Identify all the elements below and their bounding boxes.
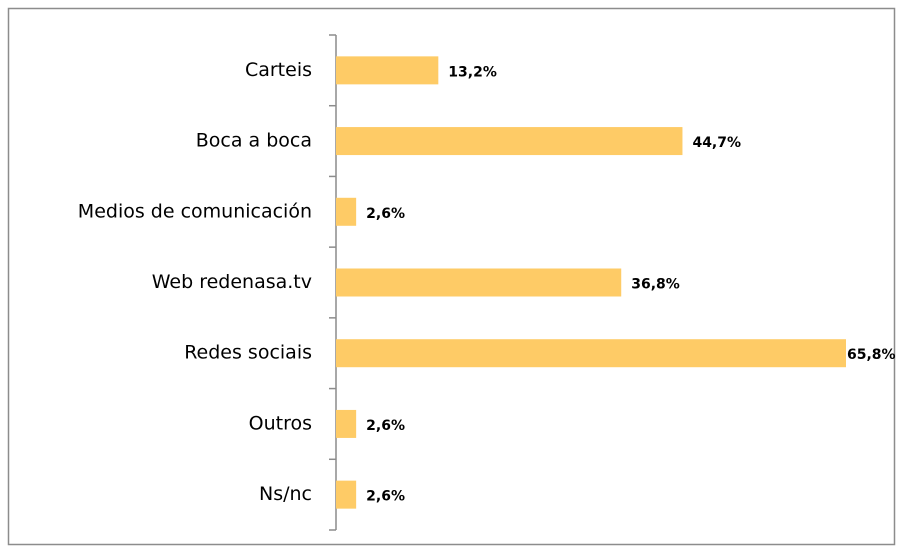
value-label: 2,6% xyxy=(366,418,405,434)
value-label: 2,6% xyxy=(366,206,405,222)
bar xyxy=(336,339,846,368)
bar xyxy=(336,56,439,85)
category-label: Web redenasa.tv xyxy=(152,271,312,293)
bar xyxy=(336,127,683,156)
category-label: Boca a boca xyxy=(196,130,312,152)
value-label: 2,6% xyxy=(366,489,405,505)
bar xyxy=(336,480,357,509)
value-label: 65,8% xyxy=(847,347,896,363)
category-label: Redes sociais xyxy=(184,342,312,364)
bar xyxy=(336,197,357,226)
chart-frame xyxy=(7,7,896,546)
category-label: Outros xyxy=(249,412,312,434)
category-label: Ns/nc xyxy=(259,483,312,505)
category-label: Carteis xyxy=(245,59,312,81)
bar xyxy=(336,268,622,297)
value-label: 13,2% xyxy=(448,64,497,80)
value-label: 36,8% xyxy=(631,277,680,293)
bar xyxy=(336,409,357,438)
value-label: 44,7% xyxy=(692,135,741,151)
category-label: Medios de comunicación xyxy=(78,200,312,222)
